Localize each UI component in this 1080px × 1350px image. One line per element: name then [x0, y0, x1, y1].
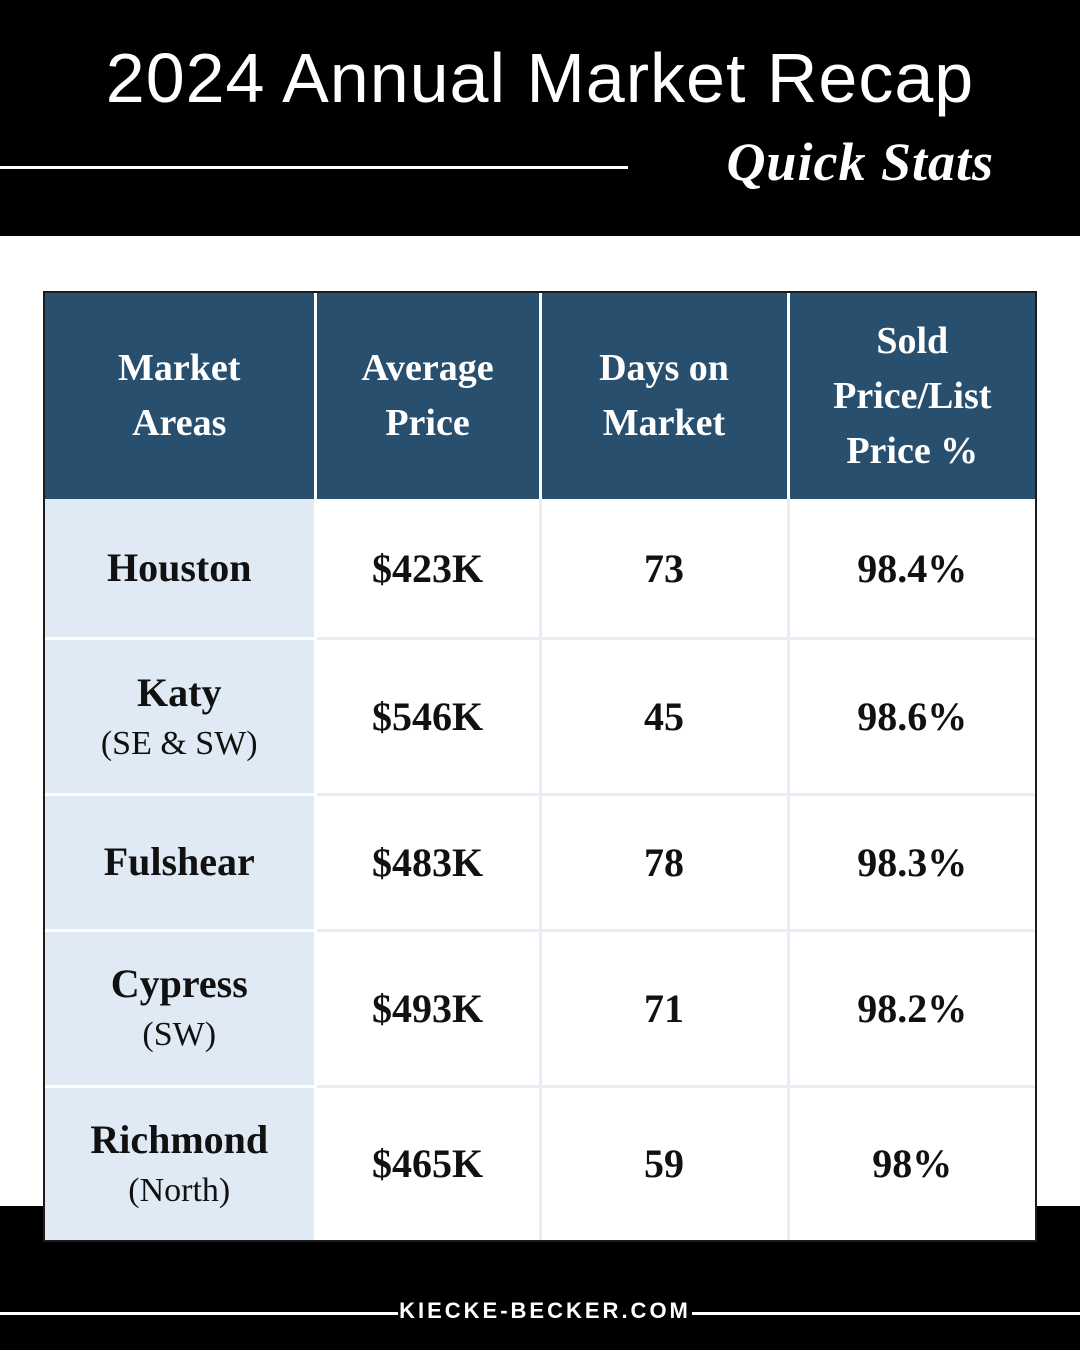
area-cell: Cypress (SW) — [45, 929, 317, 1087]
area-name: Cypress — [110, 961, 248, 1007]
area-subregion: (North) — [128, 1171, 231, 1209]
table-row: Katy (SE & SW) $546K 45 98.6% — [45, 637, 1035, 795]
footer-divider-left — [0, 1312, 398, 1315]
avg-price-cell: $493K — [315, 929, 542, 1087]
avg-price-cell: $465K — [315, 1084, 542, 1240]
header-line: Days on — [599, 347, 729, 389]
header-line: Areas — [132, 402, 227, 444]
stats-table: Market Areas Average Price Days on Marke… — [45, 293, 1035, 1240]
header-market-areas: Market Areas — [45, 293, 317, 499]
days-cell: 78 — [540, 792, 790, 931]
area-cell: Houston — [45, 499, 317, 639]
table-row: Houston $423K 73 98.4% — [45, 499, 1035, 639]
avg-price-cell: $423K — [315, 499, 542, 639]
header-line: Price % — [846, 429, 979, 472]
ratio-cell: 98% — [788, 1084, 1035, 1240]
table-row: Richmond (North) $465K 59 98% — [45, 1084, 1035, 1240]
header-line: Sold — [876, 319, 949, 362]
area-cell: Fulshear — [45, 792, 317, 931]
header-band — [0, 0, 1080, 236]
days-cell: 45 — [540, 637, 790, 795]
area-name: Fulshear — [103, 839, 255, 885]
area-name: Houston — [107, 545, 252, 591]
subtitle-divider — [0, 166, 628, 169]
header-average-price: Average Price — [315, 293, 542, 499]
area-subregion: (SE & SW) — [100, 724, 258, 762]
header-sold-list-ratio: Sold Price/List Price % — [788, 293, 1035, 499]
ratio-cell: 98.6% — [788, 637, 1035, 795]
header-days-on-market: Days on Market — [540, 293, 790, 499]
avg-price-cell: $546K — [315, 637, 542, 795]
table-row: Fulshear $483K 78 98.3% — [45, 792, 1035, 931]
area-cell: Richmond (North) — [45, 1084, 317, 1240]
area-name: Richmond — [90, 1116, 269, 1162]
page-title: 2024 Annual Market Recap — [105, 39, 975, 117]
ratio-cell: 98.3% — [788, 792, 1035, 931]
header-line: Market — [602, 402, 726, 444]
ratio-cell: 98.2% — [788, 929, 1035, 1087]
days-cell: 73 — [540, 499, 790, 639]
avg-price-cell: $483K — [315, 792, 542, 931]
header-line: Price — [385, 402, 470, 444]
header-line: Price/List — [833, 374, 992, 417]
area-subregion: (SW) — [142, 1016, 217, 1054]
days-cell: 71 — [540, 929, 790, 1087]
header-line: Average — [361, 347, 494, 389]
ratio-cell: 98.4% — [788, 499, 1035, 639]
area-name: Katy — [137, 669, 222, 715]
footer-divider-right — [692, 1312, 1080, 1315]
table-header-row: Market Areas Average Price Days on Marke… — [45, 293, 1035, 499]
days-cell: 59 — [540, 1084, 790, 1240]
table-row: Cypress (SW) $493K 71 98.2% — [45, 929, 1035, 1087]
header-line: Market — [118, 347, 241, 389]
website-link[interactable]: KIECKE-BECKER.COM — [399, 1298, 691, 1323]
stats-table-frame: Market Areas Average Price Days on Marke… — [43, 291, 1037, 1242]
page-subtitle: Quick Stats — [726, 132, 994, 192]
area-cell: Katy (SE & SW) — [45, 637, 317, 795]
